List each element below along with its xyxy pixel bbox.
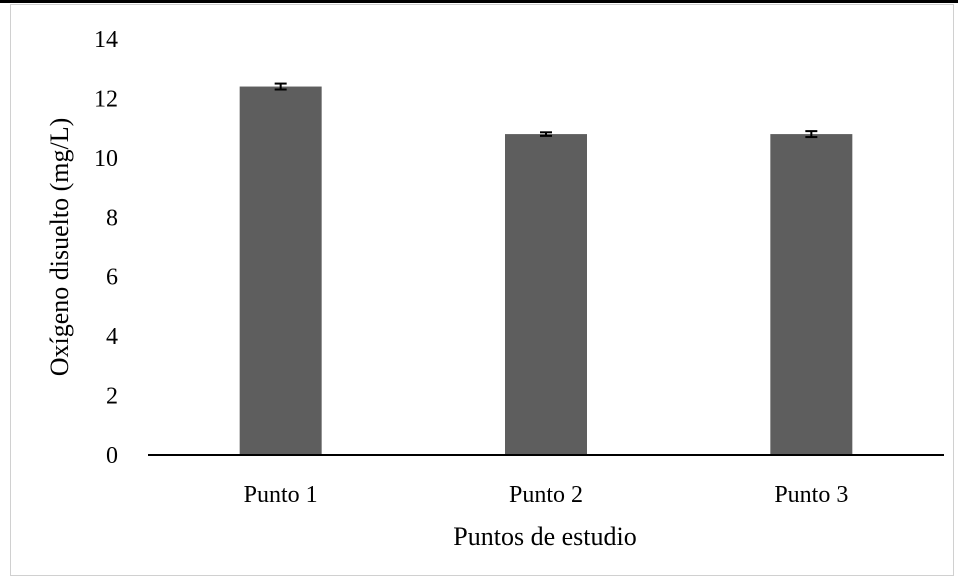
x-tick-label: Punto 2 [509, 482, 583, 508]
error-bar-2 [540, 131, 552, 137]
y-axis-title: Oxígeno disuelto (mg/L) [45, 118, 74, 377]
x-tick-labels: Punto 1 Punto 2 Punto 3 [244, 482, 849, 508]
bar-2 [505, 134, 587, 456]
y-tick-label: 4 [106, 324, 118, 350]
bar-3 [770, 134, 853, 456]
bars [239, 86, 853, 456]
y-tick-label: 2 [106, 384, 118, 410]
y-tick-label: 0 [106, 443, 118, 469]
bar-1 [239, 86, 322, 456]
x-tick-label: Punto 3 [774, 482, 848, 508]
error-bar-1 [274, 82, 287, 91]
x-axis-title: Puntos de estudio [453, 522, 636, 551]
y-tick-label: 14 [94, 27, 118, 53]
y-tick-labels: 0 2 4 6 8 10 12 14 [94, 27, 118, 469]
y-tick-label: 12 [94, 86, 118, 112]
y-tick-label: 8 [106, 205, 118, 231]
y-tick-label: 6 [106, 265, 118, 291]
top-border [0, 0, 958, 3]
error-bar-3 [805, 130, 818, 139]
y-tick-label: 10 [94, 146, 118, 172]
x-tick-label: Punto 1 [244, 482, 318, 508]
error-bars [274, 82, 818, 139]
